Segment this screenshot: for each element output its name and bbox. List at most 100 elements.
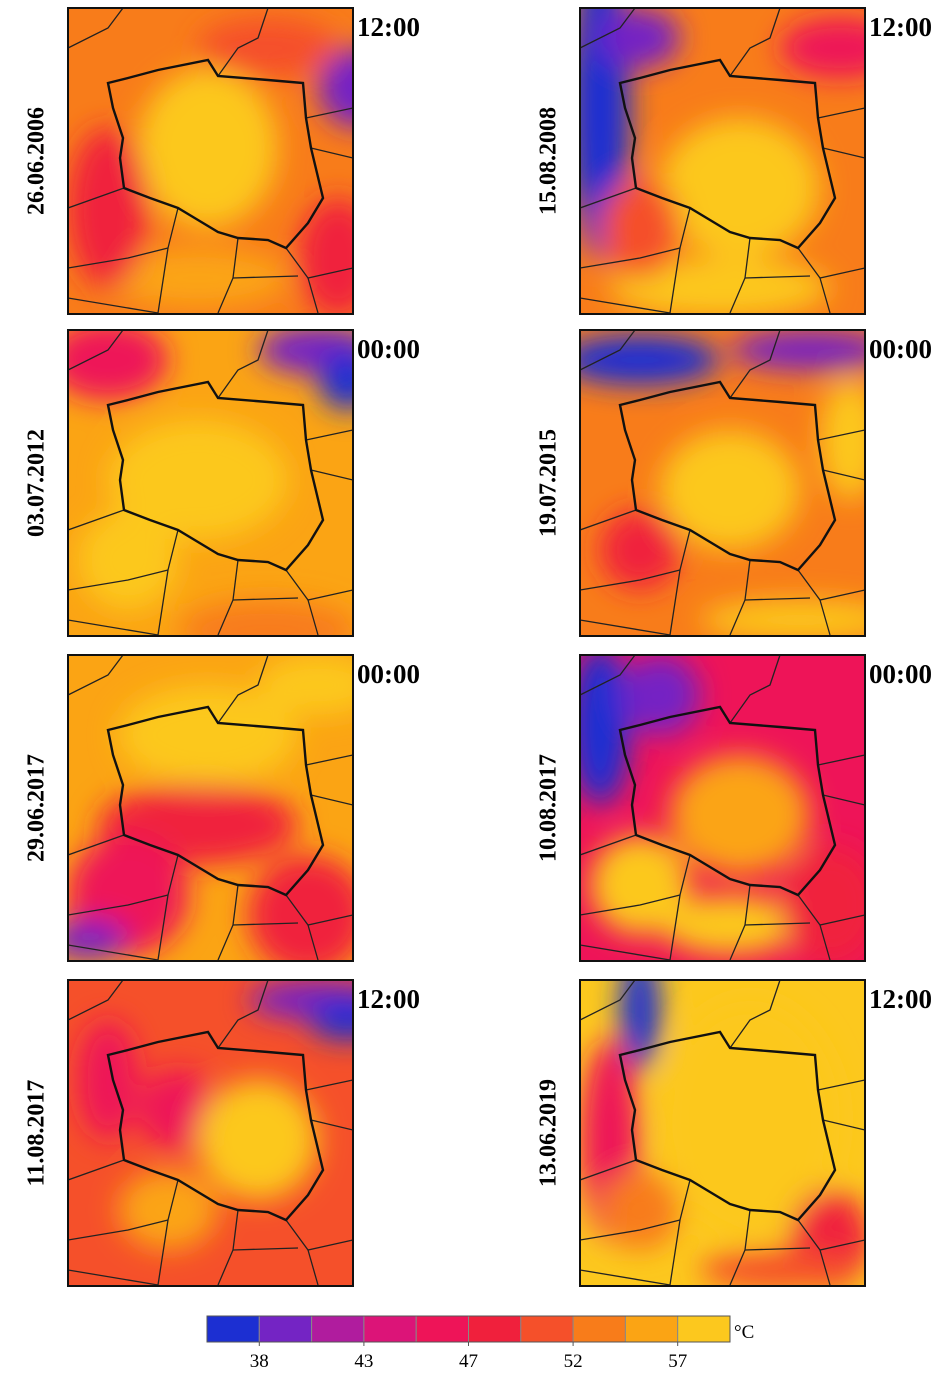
- field-blob: [108, 248, 288, 308]
- field-blob: [78, 510, 178, 610]
- date-label: 29.06.2017: [24, 754, 50, 862]
- country-border: [817, 1079, 865, 1091]
- country-border: [217, 980, 269, 1049]
- field-blobs: [580, 8, 865, 314]
- time-label: 12:00: [357, 12, 420, 42]
- field-blob: [68, 920, 128, 960]
- field-blob: [730, 330, 865, 370]
- country-border: [307, 1249, 319, 1286]
- country-border: [68, 187, 125, 209]
- panel-frame: [67, 979, 354, 1287]
- date-label: 10.08.2017: [536, 754, 562, 862]
- colorbar-bin: [363, 1315, 417, 1343]
- country-border: [580, 330, 636, 371]
- country-border: [729, 655, 781, 724]
- country-border: [580, 569, 681, 591]
- country-border: [580, 509, 637, 531]
- colorbar-unit: °C: [734, 1322, 754, 1343]
- country-border: [217, 8, 269, 77]
- country-border: [819, 924, 831, 961]
- country-border: [817, 754, 865, 766]
- panel-frame: [67, 7, 354, 315]
- temperature-field: [580, 330, 865, 636]
- map-panel: [579, 654, 866, 962]
- map-panel: [67, 979, 354, 1287]
- country-border: [310, 1119, 353, 1131]
- panel-frame: [67, 329, 354, 637]
- country-border: [307, 277, 319, 314]
- country-border: [580, 1269, 671, 1286]
- country-border: [580, 1159, 637, 1181]
- country-border: [68, 944, 159, 961]
- colorbar-bin: [677, 1315, 731, 1343]
- colorbar-bin: [311, 1315, 365, 1343]
- country-border: [68, 980, 124, 1021]
- field-blob: [138, 1070, 218, 1150]
- country-border: [68, 330, 124, 371]
- colorbar-tick-label: 43: [354, 1351, 373, 1372]
- country-border: [68, 569, 169, 591]
- field-blob: [318, 48, 353, 128]
- country-border: [744, 922, 811, 926]
- poland-border: [106, 380, 325, 572]
- country-border: [822, 1119, 865, 1131]
- field-blob: [138, 68, 278, 228]
- field-blob: [820, 380, 865, 500]
- field-blob: [178, 600, 353, 636]
- temperature-field: [580, 8, 865, 314]
- time-label: 00:00: [869, 659, 932, 689]
- country-border: [744, 597, 811, 601]
- field-blob: [610, 258, 830, 314]
- field-blob: [580, 335, 720, 385]
- country-border: [580, 1219, 681, 1241]
- poland-border: [106, 705, 325, 897]
- field-blobs: [68, 18, 353, 314]
- colorbar-tick-label: 52: [564, 1351, 583, 1372]
- country-border: [580, 655, 636, 696]
- panel-frame: [579, 7, 866, 315]
- field-blob: [198, 1080, 318, 1200]
- date-label: 03.07.2012: [24, 429, 50, 537]
- country-border: [68, 1219, 169, 1241]
- country-border: [822, 794, 865, 806]
- poland-border: [106, 58, 325, 250]
- time-label: 12:00: [357, 984, 420, 1014]
- time-label: 00:00: [357, 334, 420, 364]
- panel-frame: [579, 329, 866, 637]
- country-border: [580, 834, 637, 856]
- field-blob: [258, 655, 353, 715]
- country-border: [580, 980, 636, 1021]
- country-border: [310, 794, 353, 806]
- country-border: [729, 980, 781, 1049]
- country-border: [232, 597, 299, 601]
- country-border: [307, 599, 319, 636]
- country-border: [310, 147, 353, 159]
- country-border: [580, 619, 671, 636]
- colorbar-bin: [468, 1315, 522, 1343]
- country-border: [305, 1079, 353, 1091]
- colorbar-tick-label: 57: [668, 1351, 687, 1372]
- colorbar-bin: [520, 1315, 574, 1343]
- country-border: [729, 8, 781, 77]
- colorbar-bin: [415, 1315, 470, 1343]
- temperature-field: [68, 980, 353, 1286]
- map-panel: [67, 654, 354, 962]
- field-blob: [600, 8, 680, 68]
- time-label: 12:00: [869, 12, 932, 42]
- poland-border: [106, 1030, 325, 1222]
- country-border: [68, 655, 124, 696]
- country-border: [310, 469, 353, 481]
- date-label: 15.08.2008: [536, 107, 562, 215]
- field-blob: [318, 350, 353, 410]
- country-border: [68, 297, 159, 314]
- country-border: [580, 247, 681, 269]
- field-blob: [108, 420, 288, 540]
- field-blob: [660, 1000, 840, 1240]
- date-label: 11.08.2017: [24, 1080, 50, 1187]
- colorbar-bin: [572, 1315, 626, 1343]
- field-blob: [78, 1020, 138, 1140]
- country-border: [817, 429, 865, 441]
- field-blob: [590, 835, 690, 935]
- field-blob: [700, 1250, 860, 1286]
